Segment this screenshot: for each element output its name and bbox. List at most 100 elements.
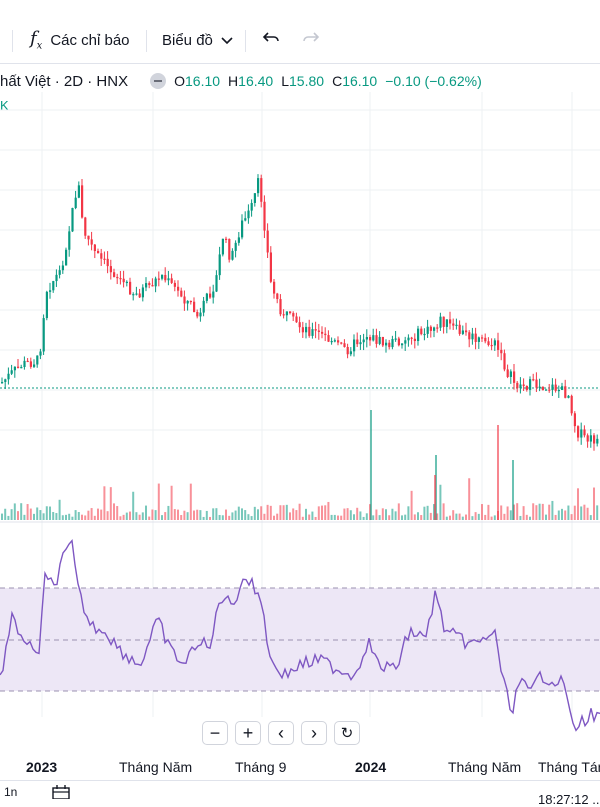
volume-bar	[509, 510, 512, 520]
x-axis-label: 2023	[26, 759, 58, 775]
price-chart[interactable]	[0, 92, 600, 742]
candle-body	[164, 274, 167, 281]
candle-body	[474, 333, 477, 342]
candle-body	[129, 281, 132, 295]
volume-bar	[573, 505, 576, 520]
candle-body	[1, 381, 4, 384]
volume-bar	[193, 510, 195, 520]
redo-button[interactable]	[302, 24, 320, 56]
volume-bar	[391, 508, 394, 520]
volume-bar	[317, 506, 320, 520]
candle-body	[109, 266, 112, 273]
candle-body	[324, 333, 327, 336]
volume-bar	[148, 516, 151, 520]
volume-bar	[589, 515, 592, 520]
candle-body	[477, 337, 480, 342]
volume-bar	[551, 500, 554, 520]
candle-body	[257, 178, 260, 194]
candle-body	[292, 313, 295, 317]
volume-bar	[434, 475, 436, 520]
volume-bar	[519, 515, 522, 520]
volume-bar	[503, 513, 506, 520]
chart-type-button[interactable]: Biểu đồ	[162, 24, 233, 56]
volume-bar	[436, 513, 439, 520]
volume-bar	[10, 509, 13, 520]
candle-body	[401, 343, 404, 346]
candle-body	[449, 319, 452, 324]
volume-bar	[292, 508, 295, 520]
candle-body	[65, 249, 68, 266]
candle-body	[490, 344, 493, 347]
toolbar-divider	[245, 30, 246, 52]
volume-bar	[586, 507, 589, 520]
candle-body	[180, 290, 183, 297]
volume-bar	[260, 506, 263, 520]
volume-bar	[164, 512, 167, 520]
candle-body	[410, 337, 413, 339]
candle-body	[212, 291, 215, 298]
undo-button[interactable]	[262, 24, 280, 56]
indicators-button[interactable]: fx Các chỉ báo	[30, 24, 130, 56]
open-label: O	[174, 73, 185, 89]
scroll-right-button[interactable]: ›	[301, 721, 327, 745]
candle-body	[500, 349, 503, 354]
volume-bar	[49, 506, 51, 520]
candle-body	[538, 386, 541, 388]
rsi-pane	[0, 587, 600, 692]
volume-bar	[61, 515, 64, 520]
candle-body	[116, 276, 119, 279]
calendar-icon[interactable]	[52, 785, 70, 804]
x-axis-label: Tháng Năm	[119, 759, 193, 775]
candle-body	[87, 235, 90, 240]
toolbar-divider	[146, 30, 147, 52]
candle-body	[407, 337, 410, 341]
volume-bar	[308, 514, 311, 520]
volume-bar	[442, 503, 445, 520]
volume-bar	[276, 513, 279, 520]
volume-bar	[497, 425, 499, 520]
volume-bar	[199, 510, 202, 520]
volume-bar	[535, 505, 538, 520]
reset-chart-button[interactable]: ↻	[334, 721, 360, 745]
candle-body	[90, 239, 93, 245]
volume-bar	[512, 460, 514, 520]
volume-bar	[439, 484, 442, 520]
open-value: 16.10	[185, 73, 221, 89]
candle-body	[388, 342, 391, 348]
symbol-title[interactable]: hất Việt · 2D · HNX	[0, 72, 129, 90]
candle-body	[343, 343, 346, 347]
candle-body	[305, 326, 308, 333]
volume-bar	[525, 514, 528, 520]
candle-body	[132, 294, 135, 296]
volume-bar	[359, 511, 362, 520]
candle-body	[173, 282, 176, 287]
volume-bar	[570, 514, 573, 520]
timeframe-range[interactable]: 1n	[4, 785, 18, 799]
volume-bar	[285, 504, 288, 520]
candle-body	[362, 339, 365, 343]
x-axis-label: 2024	[355, 759, 387, 775]
volume-bar	[375, 509, 378, 520]
volume-bar	[420, 515, 423, 520]
zoom-in-button[interactable]: +	[235, 721, 261, 745]
scroll-left-button[interactable]: ‹	[268, 721, 294, 745]
candle-body	[372, 335, 375, 341]
zoom-out-button[interactable]: −	[202, 721, 228, 745]
high-label: H	[228, 73, 239, 89]
volume-bar	[548, 504, 551, 520]
hide-series-icon[interactable]	[150, 73, 167, 89]
candle-body	[513, 371, 516, 383]
volume-bar	[401, 515, 403, 520]
candle-body	[55, 274, 58, 282]
volume-bar	[487, 504, 490, 520]
rsi-line	[0, 539, 600, 732]
candle-body	[452, 323, 455, 326]
candle-body	[369, 337, 372, 341]
volume-bar	[119, 516, 122, 520]
volume-bar	[557, 510, 560, 520]
candle-body	[74, 197, 77, 209]
volume-bar	[167, 505, 170, 520]
x-axis-label: Tháng Năm	[448, 759, 522, 775]
candle-body	[301, 327, 304, 333]
volume-bar	[205, 510, 208, 520]
